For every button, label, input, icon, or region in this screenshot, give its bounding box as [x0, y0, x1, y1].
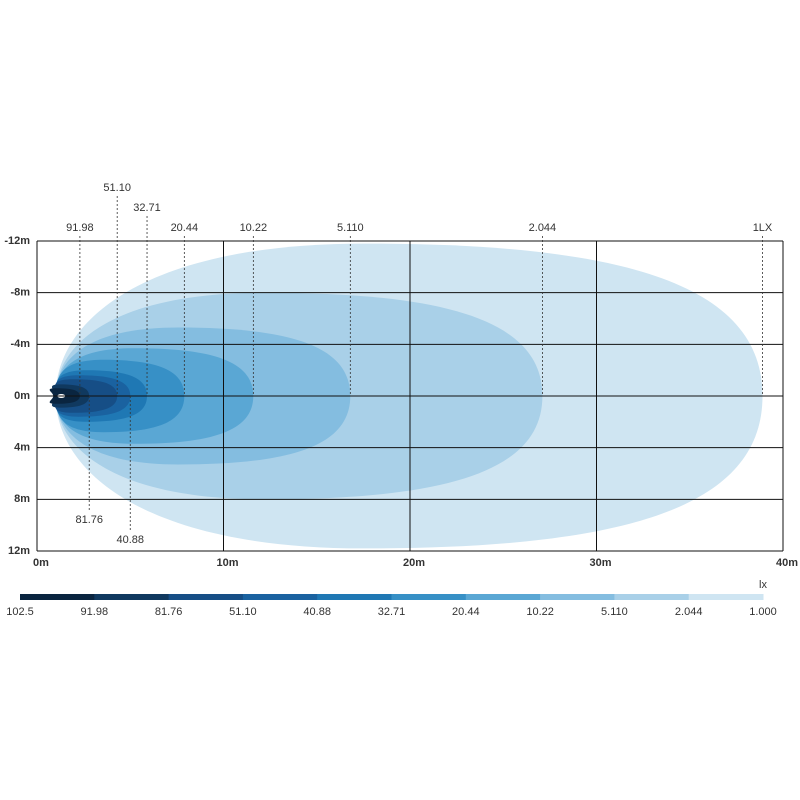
x-tick-label: 20m	[403, 557, 425, 569]
colorbar: 102.5 91.98 81.76 51.10 40.88 32.71 20.44 10.22…	[6, 579, 777, 618]
y-tick-label: -4m	[10, 338, 30, 350]
colorbar-segment	[168, 594, 244, 600]
colorbar-label: 102.5	[6, 606, 34, 618]
y-tick-label: 4m	[14, 442, 30, 454]
colorbar-segment	[391, 594, 467, 600]
contour-label: 32.71	[133, 202, 161, 214]
colorbar-label: 81.76	[155, 606, 183, 618]
x-tick-label: 40m	[776, 557, 798, 569]
colorbar-label: 2.044	[675, 606, 703, 618]
x-tick-label: 10m	[216, 557, 238, 569]
contour-label: 1LX	[753, 222, 773, 234]
x-tick-label: 30m	[589, 557, 611, 569]
contour-label: 91.98	[66, 222, 94, 234]
colorbar-label: 91.98	[81, 606, 109, 618]
colorbar-segment	[465, 594, 541, 600]
colorbar-segment	[614, 594, 690, 600]
colorbar-segment	[688, 594, 764, 600]
y-tick-label: 12m	[8, 545, 30, 557]
contour-label: 20.44	[171, 222, 199, 234]
colorbar-label: 20.44	[452, 606, 480, 618]
grid-layer	[36, 240, 784, 552]
y-tick-label: -12m	[4, 235, 30, 247]
colorbar-segment	[20, 594, 95, 600]
colorbar-label: 51.10	[229, 606, 257, 618]
y-tick-label: 8m	[14, 493, 30, 505]
colorbar-segment	[94, 594, 170, 600]
colorbar-segment	[540, 594, 615, 600]
colorbar-segment	[242, 594, 318, 600]
contour-label: 81.76	[75, 514, 103, 526]
contour-label: 51.10	[103, 182, 131, 194]
contour-label: 2.044	[529, 222, 557, 234]
colorbar-label: 32.71	[378, 606, 406, 618]
contour-label: 40.88	[116, 534, 144, 546]
colorbar-label: 40.88	[303, 606, 331, 618]
y-tick-label: -8m	[10, 287, 30, 299]
colorbar-label: 10.22	[526, 606, 554, 618]
x-tick-label: 0m	[33, 557, 49, 569]
colorbar-unit: lx	[759, 579, 767, 591]
colorbar-label: 1.000	[749, 606, 777, 618]
contour-label: 5.110	[337, 222, 364, 234]
colorbar-segment	[317, 594, 392, 600]
colorbar-label: 5.110	[601, 606, 628, 618]
contour-label: 10.22	[240, 222, 268, 234]
y-tick-label: 0m	[14, 390, 30, 402]
